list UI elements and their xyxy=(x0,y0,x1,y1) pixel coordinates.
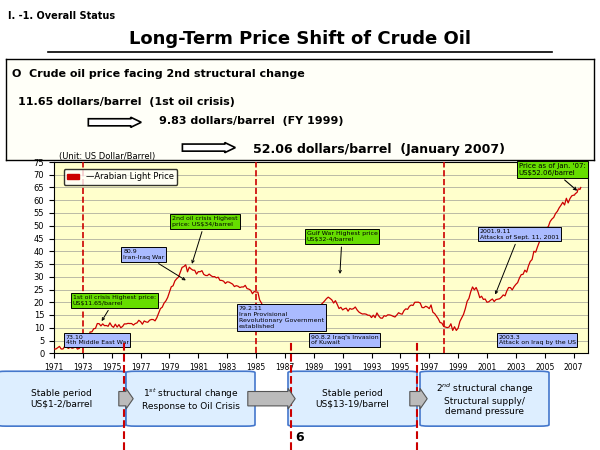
Text: 6: 6 xyxy=(296,431,304,444)
Text: Gulf War Highest price
US$32-4/barrel: Gulf War Highest price US$32-4/barrel xyxy=(307,231,377,273)
FancyBboxPatch shape xyxy=(420,371,549,426)
Text: O  Crude oil price facing 2nd structural change: O Crude oil price facing 2nd structural … xyxy=(12,68,305,79)
Text: 1st oil crisis Highest price:
US$11.65/barrel: 1st oil crisis Highest price: US$11.65/b… xyxy=(73,295,156,320)
FancyArrow shape xyxy=(119,388,133,409)
Text: Long-Term Price Shift of Crude Oil: Long-Term Price Shift of Crude Oil xyxy=(129,30,471,48)
Text: Stable period
US$1-2/barrel: Stable period US$1-2/barrel xyxy=(31,389,92,409)
Legend: —Arabian Light Price: —Arabian Light Price xyxy=(64,169,178,184)
FancyArrow shape xyxy=(248,388,295,409)
FancyBboxPatch shape xyxy=(0,371,126,426)
Text: 90.8.2 Iraq's Invasion
of Kuwait: 90.8.2 Iraq's Invasion of Kuwait xyxy=(311,334,379,345)
Text: 2nd oil crisis Highest
price: US$34/barrel: 2nd oil crisis Highest price: US$34/barr… xyxy=(172,216,238,263)
Text: 9.83 dollars/barrel  (FY 1999): 9.83 dollars/barrel (FY 1999) xyxy=(159,116,343,126)
Text: Price as of Jan. '07:
US$52.06/barrel: Price as of Jan. '07: US$52.06/barrel xyxy=(519,163,586,190)
Text: 1$^{st}$ structural change
Response to Oil Crisis: 1$^{st}$ structural change Response to O… xyxy=(142,386,239,411)
Text: Stable period
US$13-19/barrel: Stable period US$13-19/barrel xyxy=(316,389,389,409)
Text: (Unit: US Dollar/Barrel): (Unit: US Dollar/Barrel) xyxy=(59,152,155,161)
Text: 73.10
4th Middle East War: 73.10 4th Middle East War xyxy=(65,334,128,345)
Text: 80.9
Iran-Iraq War: 80.9 Iran-Iraq War xyxy=(123,249,185,280)
FancyBboxPatch shape xyxy=(126,371,255,426)
Text: 2001.9.11
Attacks of Sept. 11, 2001: 2001.9.11 Attacks of Sept. 11, 2001 xyxy=(480,229,559,293)
Text: 52.06 dollars/barrel  (January 2007): 52.06 dollars/barrel (January 2007) xyxy=(253,143,505,156)
FancyBboxPatch shape xyxy=(288,371,417,426)
Text: 79.2.11
Iran Provisional
Revolutionary Government
established: 79.2.11 Iran Provisional Revolutionary G… xyxy=(239,306,324,329)
Text: 11.65 dollars/barrel  (1st oil crisis): 11.65 dollars/barrel (1st oil crisis) xyxy=(18,97,235,107)
FancyArrow shape xyxy=(410,388,427,409)
Text: 2$^{nd}$ structural change
Structural supply/
demand pressure: 2$^{nd}$ structural change Structural su… xyxy=(436,381,533,416)
Text: I. -1. Overall Status: I. -1. Overall Status xyxy=(8,11,116,21)
FancyArrow shape xyxy=(88,117,141,127)
FancyArrow shape xyxy=(182,143,235,153)
Text: 2003.3
Attack on Iraq by the US: 2003.3 Attack on Iraq by the US xyxy=(499,334,575,345)
